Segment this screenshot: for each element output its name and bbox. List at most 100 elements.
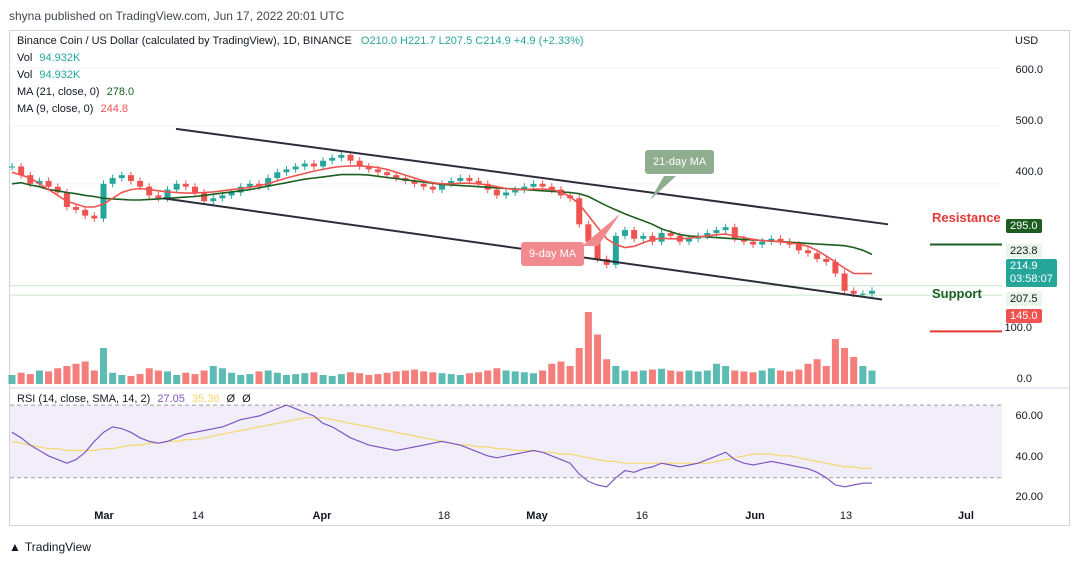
volume-bar (831, 339, 839, 384)
price-tick: 400.0 (1015, 166, 1043, 178)
candle-body (759, 241, 766, 245)
rsi-tick: 60.00 (1015, 410, 1043, 422)
candle-body (429, 186, 436, 190)
volume-bar (868, 370, 876, 384)
volume-bar (337, 374, 345, 384)
candle-body (823, 259, 830, 262)
candle-body (631, 230, 638, 239)
volume-bar (301, 373, 309, 384)
x-label: May (526, 510, 548, 522)
x-label: 14 (191, 510, 205, 522)
volume-bar (173, 375, 181, 384)
candle-body (246, 183, 253, 187)
candle-body (548, 186, 555, 190)
legend-ma21-value: 278.0 (106, 86, 135, 98)
candle-body (841, 273, 848, 291)
candle-body (118, 175, 125, 179)
candle-body (54, 186, 61, 193)
candle-body (356, 160, 363, 167)
volume-bar (45, 371, 53, 384)
chart-frame (9, 30, 1070, 526)
candle-body (91, 215, 98, 219)
volume-bar (81, 361, 89, 384)
volume-bar (703, 370, 711, 384)
legend-rsi-extra1: Ø (226, 393, 236, 405)
volume-bar (566, 366, 574, 384)
resistance-label: Resistance (932, 210, 1001, 225)
candle-body (621, 230, 628, 236)
candle-body (603, 259, 610, 265)
candle-body (182, 183, 189, 187)
candle-body (173, 183, 180, 190)
candle-body (27, 175, 34, 184)
volume-bar (218, 368, 226, 384)
price-tick: 500.0 (1015, 115, 1043, 127)
footer-brand[interactable]: ▲ TradingView (9, 540, 91, 554)
volume-bar (200, 370, 208, 384)
candle-body (658, 232, 665, 242)
candle-body (210, 198, 217, 202)
rsi-tick: 20.00 (1015, 491, 1043, 503)
candle-body (164, 189, 171, 199)
legend-rsi: RSI (14, close, SMA, 14, 2) 27.05 35.36 … (17, 393, 251, 405)
volume-bar (548, 363, 556, 384)
volume-bar (804, 363, 812, 384)
volume-bar (767, 368, 775, 384)
volume-bar (612, 366, 620, 384)
volume-tick: 100.0 (1004, 322, 1032, 334)
candle-body (411, 180, 418, 184)
volume-bar (822, 366, 830, 384)
volume-bar (63, 366, 71, 384)
x-label: Mar (94, 510, 114, 522)
volume-bar (191, 374, 199, 384)
candle-body (329, 157, 336, 161)
volume-bar (374, 374, 382, 384)
bar-countdown: 03:58:07 (1010, 273, 1053, 285)
volume-bar (429, 372, 437, 384)
ma21-price-badge: 295.0 (1006, 219, 1042, 233)
volume-bar (264, 370, 272, 384)
volume-bar (99, 348, 107, 384)
low-price-badge: 207.5 (1006, 292, 1042, 306)
legend-vol2-value: 94.932K (39, 69, 81, 81)
volume-bar (511, 371, 519, 384)
candle-body (475, 180, 482, 184)
candle-body (219, 195, 226, 199)
volume-bar (722, 366, 730, 384)
candle-body (539, 183, 546, 187)
tradingview-logo-icon: ▲ (9, 540, 21, 554)
candle-body (228, 192, 235, 196)
candle-body (740, 238, 747, 242)
volume-bar (401, 370, 409, 384)
volume-bar (685, 370, 693, 384)
candle-body (859, 293, 866, 295)
candle-body (777, 238, 784, 242)
volume-bar (712, 363, 720, 384)
candle-body (347, 154, 354, 161)
candle-body (667, 232, 674, 236)
legend-ohlc: O210.0 H221.7 L207.5 C214.9 +4.9 (+2.33%… (360, 35, 584, 47)
legend-symbol: Binance Coin / US Dollar (calculated by … (17, 35, 352, 47)
rsi-line (11, 404, 873, 488)
x-label: Jul (958, 510, 974, 522)
candle-body (832, 261, 839, 274)
volume-bar (850, 357, 858, 384)
candle-body (9, 166, 15, 168)
candle-body (612, 235, 619, 265)
volume-bar (667, 370, 675, 384)
volume-bar (648, 369, 656, 384)
volume-bar (282, 375, 290, 384)
volume-bar (529, 373, 537, 384)
volume-bar (383, 372, 391, 384)
candle-body (283, 169, 290, 173)
legend-vol1-value: 94.932K (39, 52, 81, 64)
publisher-line: shyna published on TradingView.com, Jun … (9, 9, 345, 23)
volume-bar (145, 368, 153, 384)
volume-bar (356, 373, 364, 384)
x-label: Apr (312, 510, 332, 522)
high-price-badge: 223.8 (1006, 244, 1042, 258)
volume-bar (118, 375, 126, 384)
x-label: Jun (745, 510, 765, 522)
legend-ma9-value: 244.8 (100, 103, 129, 115)
